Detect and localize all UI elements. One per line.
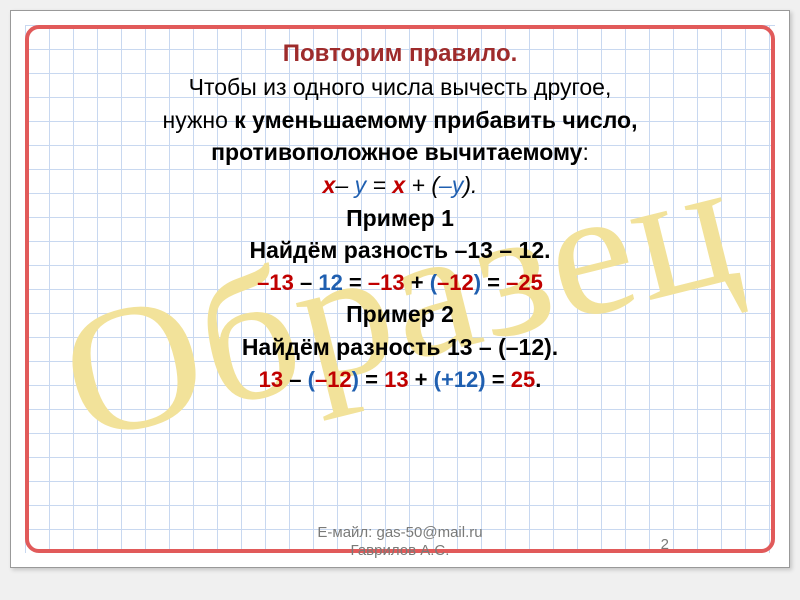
rule-line-3-bold: противоположное вычитаемому: [211, 139, 582, 165]
formula-dot: .: [471, 172, 477, 198]
rule-line-2: нужно к уменьшаемому прибавить число,: [41, 104, 759, 137]
ex1-eq2: =: [481, 270, 506, 295]
formula: x– y = x + (–y).: [41, 169, 759, 202]
rule-line-2-bold: к уменьшаемому прибавить число,: [234, 107, 637, 133]
ex2-close2: ): [478, 367, 485, 392]
title: Повторим правило.: [41, 37, 759, 71]
example2-eq: 13 – (–12) = 13 + (+12) = 25.: [41, 364, 759, 395]
ex2-b: –12: [315, 367, 352, 392]
formula-eq: =: [366, 172, 392, 198]
ex1-d: –12: [437, 270, 474, 295]
footer-line2: Гаврилов А.С.: [351, 542, 450, 559]
ex1-op1: –: [294, 270, 318, 295]
example1-task-pre: Найдём разность: [249, 237, 454, 263]
rule-line-3-post: :: [582, 139, 588, 165]
page-number: 2: [661, 536, 669, 553]
formula-close: ): [463, 172, 471, 198]
ex2-d: +12: [441, 367, 478, 392]
ex1-eq1: =: [343, 270, 368, 295]
rule-line-3: противоположное вычитаемому:: [41, 136, 759, 169]
ex1-r: –25: [506, 270, 543, 295]
ex2-a: 13: [259, 367, 283, 392]
ex2-eq1: =: [359, 367, 384, 392]
rule-line-1: Чтобы из одного числа вычесть другое,: [41, 71, 759, 104]
ex1-close: ): [474, 270, 481, 295]
formula-x2: x: [392, 172, 405, 198]
ex1-op2: +: [405, 270, 430, 295]
content: Повторим правило. Чтобы из одного числа …: [41, 37, 759, 395]
example1-head: Пример 1: [41, 202, 759, 235]
formula-x: x: [323, 172, 336, 198]
ex1-b: 12: [318, 270, 342, 295]
example2-task-pre: Найдём разность: [242, 334, 447, 360]
example2-task: Найдём разность 13 – (–12).: [41, 331, 759, 364]
ex2-c: 13: [384, 367, 408, 392]
example1-task-expr: –13 – 12.: [455, 237, 551, 263]
ex2-close1: ): [352, 367, 359, 392]
ex2-op2: +: [409, 367, 434, 392]
ex2-dot: .: [535, 367, 541, 392]
formula-neg: –: [439, 172, 452, 198]
rule-line-2-pre: нужно: [163, 107, 235, 133]
formula-minus: –: [335, 172, 354, 198]
formula-open: (: [431, 172, 439, 198]
formula-y1: y: [355, 172, 367, 198]
ex1-open: (: [430, 270, 437, 295]
ex2-open1: (: [308, 367, 315, 392]
ex2-r: 25: [511, 367, 535, 392]
footer-line1: Е-майл: gas-50@mail.ru: [317, 524, 482, 541]
formula-y2: y: [452, 172, 464, 198]
ex2-open2: (: [434, 367, 441, 392]
footer: Е-майл: gas-50@mail.ru Гаврилов А.С.: [11, 524, 789, 562]
ex1-a: –13: [257, 270, 294, 295]
example1-task: Найдём разность –13 – 12.: [41, 234, 759, 267]
ex1-c: –13: [368, 270, 405, 295]
formula-plus: +: [405, 172, 431, 198]
example2-head: Пример 2: [41, 298, 759, 331]
ex2-eq2: =: [486, 367, 511, 392]
slide: Образец Повторим правило. Чтобы из одног…: [10, 10, 790, 568]
example2-task-expr: 13 – (–12).: [447, 334, 558, 360]
ex2-op1: –: [283, 367, 307, 392]
example1-eq: –13 – 12 = –13 + (–12) = –25: [41, 267, 759, 298]
